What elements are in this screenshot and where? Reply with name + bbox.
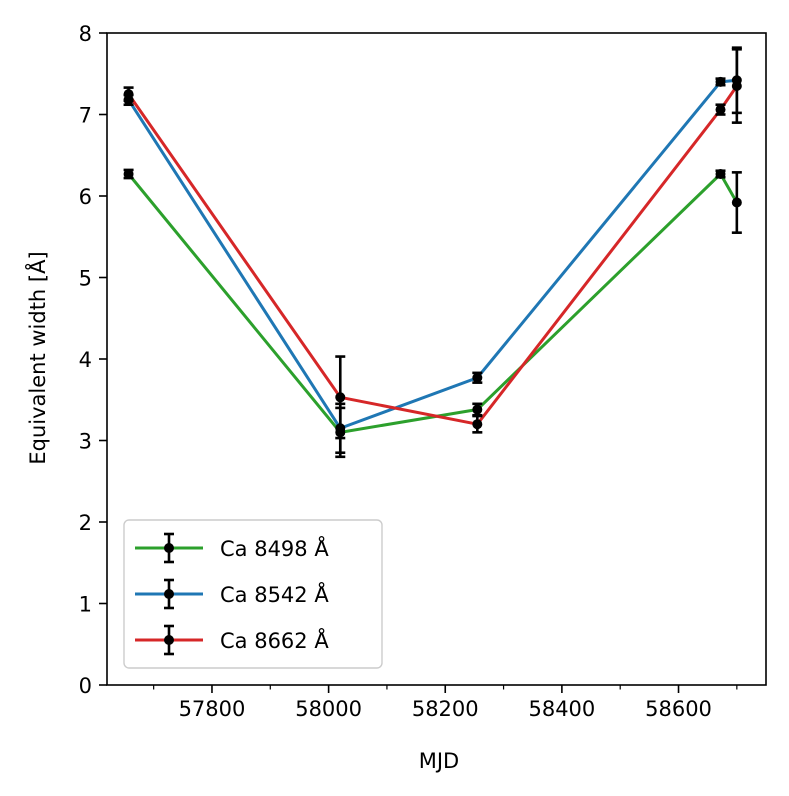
x-tick-label: 58400 <box>528 697 595 721</box>
legend-marker <box>164 589 174 599</box>
y-tick-label: 3 <box>79 430 92 454</box>
legend-marker <box>164 543 174 553</box>
y-axis-label: Equivalent width [Å] <box>24 251 50 464</box>
data-point <box>715 168 726 179</box>
data-point <box>472 404 483 415</box>
y-tick-label: 5 <box>79 267 92 291</box>
data-point <box>123 89 134 100</box>
y-tick-label: 7 <box>79 104 92 128</box>
x-tick-label: 58000 <box>295 697 362 721</box>
y-axis: 0 1 2 3 4 5 6 7 8 <box>79 22 107 698</box>
legend-marker <box>164 635 174 645</box>
legend-label-3: Ca 8662 Å <box>220 627 329 653</box>
data-point <box>715 104 726 115</box>
y-tick-label: 8 <box>79 22 92 46</box>
data-point <box>472 419 483 430</box>
x-tick-label: 57800 <box>179 697 246 721</box>
data-point <box>123 168 134 179</box>
x-tick-label: 58200 <box>412 697 479 721</box>
y-tick-label: 0 <box>79 674 92 698</box>
legend-label-1: Ca 8498 Å <box>220 535 329 561</box>
data-point <box>731 197 742 208</box>
legend: Ca 8498 Å Ca 8542 Å Ca 8662 Å <box>123 519 383 669</box>
plot-area <box>123 46 742 459</box>
y-tick-label: 2 <box>79 511 92 535</box>
legend-label-2: Ca 8542 Å <box>220 581 329 607</box>
data-point <box>731 80 742 91</box>
y-tick-label: 4 <box>79 348 92 372</box>
legend-box <box>123 519 383 669</box>
data-point <box>472 372 483 383</box>
y-tick-label: 1 <box>79 593 92 617</box>
data-point <box>335 392 346 403</box>
x-tick-label: 58600 <box>645 697 712 721</box>
y-tick-label: 6 <box>79 185 92 209</box>
data-point <box>715 76 726 87</box>
x-axis-label: MJD <box>419 749 459 773</box>
x-axis: 57800 58000 58200 58400 58600 <box>153 685 738 721</box>
